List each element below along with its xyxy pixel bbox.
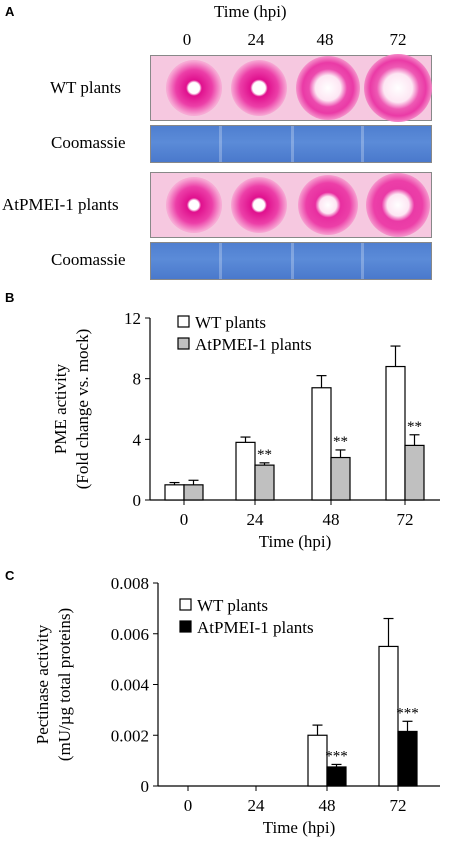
significance-mark: **: [257, 447, 272, 463]
panel-b-letter: B: [5, 290, 15, 305]
halo-spot: [231, 177, 287, 233]
timepoint-label: 0: [182, 30, 192, 49]
x-axis-label: Time (hpi): [259, 532, 332, 551]
y-tick-label: 0.006: [111, 625, 149, 644]
halo-spot: [298, 175, 358, 235]
legend-label: AtPMEI-1 plants: [195, 335, 312, 354]
x-tick-label: 0: [180, 510, 189, 529]
x-tick-label: 0: [184, 796, 193, 815]
legend-swatch: [177, 315, 190, 328]
legend-label: AtPMEI-1 plants: [197, 618, 314, 637]
row-label-wt: WT plants: [50, 78, 121, 97]
timepoint-label: 48: [316, 30, 334, 49]
bar: [404, 444, 425, 501]
y-axis-label: Pectinase activity: [33, 624, 52, 744]
legend-swatch: [179, 620, 192, 633]
legend-label: WT plants: [195, 313, 266, 332]
halo-spot: [364, 54, 432, 122]
row-label-coomassie-2: Coomassie: [51, 250, 126, 269]
wt-activity-gel: [150, 54, 432, 122]
coomassie-gel-2: [150, 242, 432, 280]
y-axis-label: (mU/µg total proteins): [55, 608, 74, 761]
panel-a-letter: A: [5, 4, 15, 19]
bar: [183, 484, 204, 501]
x-tick-label: 48: [319, 796, 336, 815]
bar: [307, 734, 328, 787]
significance-mark: **: [407, 419, 422, 435]
legend-swatch: [177, 337, 190, 350]
x-tick-label: 72: [397, 510, 414, 529]
bar: [326, 766, 347, 787]
x-tick-label: 24: [247, 510, 265, 529]
halo-spot: [296, 56, 360, 120]
x-tick-label: 72: [390, 796, 407, 815]
y-axis-label: (Fold change vs. mock): [73, 329, 92, 490]
bar: [235, 441, 256, 501]
halo-spot: [166, 60, 222, 116]
bar: [330, 456, 351, 501]
x-axis-label: Time (hpi): [263, 818, 336, 837]
panel-a-time-label: Time (hpi): [214, 2, 287, 21]
bar: [385, 365, 406, 501]
timepoint-label: 24: [247, 30, 265, 49]
row-label-coomassie-1: Coomassie: [51, 133, 126, 152]
y-tick-label: 0.008: [111, 574, 149, 593]
atpmei-activity-gel: [150, 172, 432, 238]
coomassie-gel-1: [150, 125, 432, 163]
halo-spot: [231, 60, 287, 116]
significance-mark: **: [333, 434, 348, 450]
halo-spot: [366, 173, 430, 237]
y-tick-label: 12: [124, 309, 141, 328]
y-tick-label: 0: [141, 777, 150, 796]
bar: [164, 484, 185, 501]
halo-spot: [166, 177, 222, 233]
bar: [311, 387, 332, 501]
x-tick-label: 24: [248, 796, 266, 815]
significance-mark: ***: [325, 748, 348, 764]
y-tick-label: 4: [133, 430, 142, 449]
y-tick-label: 0.002: [111, 726, 149, 745]
bar: [378, 645, 399, 787]
bar: [397, 730, 418, 787]
legend-label: WT plants: [197, 596, 268, 615]
pectinase-activity-chart: 0 0.002 0.004 0.006 0.008 0 24 48 *** 72 *** WT pla…: [33, 574, 440, 837]
y-tick-label: 0.004: [111, 676, 150, 695]
legend-swatch: [179, 598, 192, 611]
row-label-atpmei: AtPMEI-1 plants: [2, 195, 119, 214]
timepoint-label: 72: [389, 30, 407, 49]
panel-c-letter: C: [5, 568, 15, 583]
y-tick-label: 8: [133, 370, 142, 389]
significance-mark: ***: [396, 705, 419, 721]
bar: [254, 464, 275, 501]
y-axis-label: PME activity: [51, 363, 70, 454]
y-tick-label: 0: [133, 491, 142, 510]
x-tick-label: 48: [323, 510, 340, 529]
